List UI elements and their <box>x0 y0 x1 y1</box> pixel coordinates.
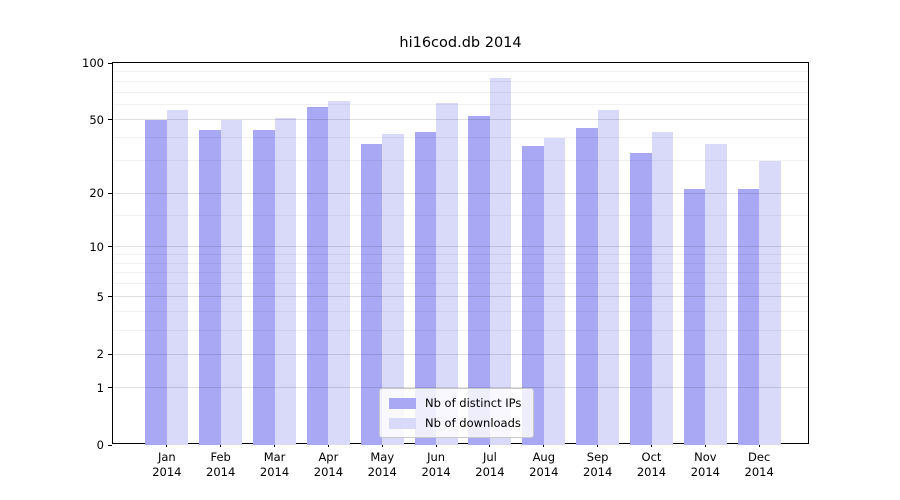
y-tick-100 <box>108 62 112 64</box>
x-tick-dec-2014 <box>758 443 760 447</box>
y-tick-0 <box>108 444 112 446</box>
bar-nb-of-distinct-ips-oct-2014 <box>630 153 652 445</box>
x-tick-may-2014 <box>381 443 383 447</box>
x-tick-label-mar-2014: Mar 2014 <box>259 450 290 479</box>
bar-nb-of-downloads-jul-2014 <box>489 78 512 445</box>
bar-nb-of-downloads-nov-2014 <box>705 143 727 445</box>
bar-nb-of-distinct-ips-nov-2014 <box>683 189 706 445</box>
x-tick-label-jul-2014: Jul 2014 <box>475 450 505 479</box>
x-tick-label-oct-2014: Oct 2014 <box>636 450 667 479</box>
y-tick-label-10: 10 <box>89 239 104 254</box>
x-tick-label-aug-2014: Aug 2014 <box>529 450 559 479</box>
x-tick-jan-2014 <box>166 443 168 447</box>
x-tick-nov-2014 <box>704 443 706 447</box>
bar-nb-of-downloads-feb-2014 <box>220 119 243 445</box>
y-tick-1 <box>108 387 112 389</box>
x-tick-label-nov-2014: Nov 2014 <box>690 450 720 479</box>
bar-nb-of-distinct-ips-dec-2014 <box>737 189 760 445</box>
x-tick-oct-2014 <box>651 443 652 447</box>
legend-item-distinct-ips: Nb of distinct IPs <box>389 395 521 411</box>
legend-label-downloads: Nb of downloads <box>425 416 521 430</box>
legend-swatch-distinct-ips <box>389 397 416 409</box>
y-tick-50 <box>108 119 112 121</box>
bar-nb-of-distinct-ips-jan-2014 <box>145 119 167 445</box>
legend-item-downloads: Nb of downloads <box>389 415 521 431</box>
x-tick-apr-2014 <box>327 443 329 447</box>
bar-nb-of-distinct-ips-mar-2014 <box>253 129 275 445</box>
legend: Nb of distinct IPs Nb of downloads <box>379 388 535 438</box>
bars-layer <box>113 63 808 445</box>
x-tick-label-apr-2014: Apr 2014 <box>313 450 344 479</box>
x-tick-label-may-2014: May 2014 <box>367 450 397 479</box>
y-tick-5 <box>108 296 112 298</box>
x-tick-aug-2014 <box>543 443 545 447</box>
bar-nb-of-distinct-ips-jul-2014 <box>468 116 490 445</box>
x-tick-feb-2014 <box>220 443 222 447</box>
bar-nb-of-distinct-ips-aug-2014 <box>522 146 544 445</box>
y-tick-20 <box>108 192 112 194</box>
y-tick-label-5: 5 <box>96 289 104 304</box>
bar-nb-of-downloads-apr-2014 <box>328 100 350 445</box>
x-tick-label-feb-2014: Feb 2014 <box>206 450 236 479</box>
bar-nb-of-distinct-ips-sep-2014 <box>576 128 598 445</box>
bar-nb-of-distinct-ips-feb-2014 <box>199 129 221 445</box>
x-tick-mar-2014 <box>274 443 276 447</box>
x-tick-label-dec-2014: Dec 2014 <box>744 450 774 479</box>
bar-nb-of-downloads-dec-2014 <box>759 160 781 445</box>
bar-nb-of-downloads-mar-2014 <box>274 117 297 445</box>
y-tick-10 <box>108 246 112 248</box>
y-tick-label-1: 1 <box>96 380 104 395</box>
bar-nb-of-downloads-sep-2014 <box>597 110 620 445</box>
y-tick-label-2: 2 <box>96 347 104 362</box>
y-tick-label-100: 100 <box>82 56 104 70</box>
x-tick-label-jun-2014: Jun 2014 <box>421 450 451 479</box>
bar-nb-of-distinct-ips-may-2014 <box>360 143 383 445</box>
legend-label-distinct-ips: Nb of distinct IPs <box>425 396 522 410</box>
chart-title: hi16cod.db 2014 <box>399 35 522 51</box>
plot-area: 100 50 20 10 5 2 1 0 Jan 2014 Feb 2014 Mar 2014 Apr 201… <box>82 56 809 479</box>
y-tick-2 <box>108 353 112 355</box>
y-tick-label-0: 0 <box>96 438 104 452</box>
bar-nb-of-downloads-may-2014 <box>382 133 404 445</box>
bar-nb-of-downloads-jun-2014 <box>436 103 458 445</box>
bar-nb-of-downloads-oct-2014 <box>651 131 673 445</box>
y-tick-label-20: 20 <box>89 186 104 200</box>
legend-swatch-downloads <box>389 417 416 429</box>
y-tick-label-50: 50 <box>89 112 104 127</box>
x-tick-jun-2014 <box>435 443 437 447</box>
bar-nb-of-downloads-jan-2014 <box>166 110 189 445</box>
bar-nb-of-distinct-ips-apr-2014 <box>306 107 329 445</box>
x-tick-sep-2014 <box>597 443 599 447</box>
bar-nb-of-distinct-ips-jun-2014 <box>414 131 437 445</box>
x-tick-label-jan-2014: Jan 2014 <box>152 450 182 479</box>
bar-nb-of-downloads-aug-2014 <box>543 137 566 445</box>
x-tick-jul-2014 <box>489 443 491 447</box>
x-tick-label-sep-2014: Sep 2014 <box>583 450 613 479</box>
